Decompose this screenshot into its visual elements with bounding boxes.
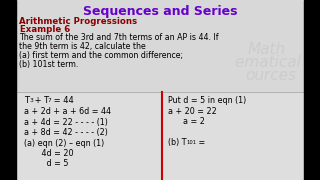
Bar bbox=[304, 0, 320, 180]
Bar bbox=[0, 0, 16, 180]
Text: d = 5: d = 5 bbox=[24, 159, 68, 168]
Text: (a) first term and the common difference;: (a) first term and the common difference… bbox=[19, 51, 183, 60]
Text: a + 8d = 42 - - - - (2): a + 8d = 42 - - - - (2) bbox=[24, 128, 108, 137]
Text: =: = bbox=[196, 138, 205, 147]
Text: 7: 7 bbox=[47, 98, 51, 103]
Text: Arithmetic Progressions: Arithmetic Progressions bbox=[19, 17, 137, 26]
Text: (b) 101st term.: (b) 101st term. bbox=[19, 60, 78, 69]
Bar bbox=[16, 0, 304, 92]
Text: = 44: = 44 bbox=[51, 96, 74, 105]
Text: (a) eqn (2) – eqn (1): (a) eqn (2) – eqn (1) bbox=[24, 138, 104, 147]
Text: a + 20 = 22: a + 20 = 22 bbox=[168, 107, 217, 116]
Text: + T: + T bbox=[33, 96, 50, 105]
Text: Math: Math bbox=[248, 42, 286, 57]
Text: (b) T: (b) T bbox=[168, 138, 187, 147]
Text: ources: ources bbox=[245, 68, 296, 83]
Bar bbox=[16, 92, 304, 180]
Text: Sequences and Series: Sequences and Series bbox=[83, 5, 237, 18]
Text: 3: 3 bbox=[29, 98, 33, 103]
Text: a = 2: a = 2 bbox=[168, 117, 205, 126]
Text: The sum of the 3rd and 7th terms of an AP is 44. If: The sum of the 3rd and 7th terms of an A… bbox=[19, 33, 219, 42]
Text: a + 4d = 22 - - - - (1): a + 4d = 22 - - - - (1) bbox=[24, 118, 108, 127]
Text: the 9th term is 42, calculate the: the 9th term is 42, calculate the bbox=[19, 42, 146, 51]
Text: a + 2d + a + 6d = 44: a + 2d + a + 6d = 44 bbox=[24, 107, 111, 116]
Text: Put d = 5 in eqn (1): Put d = 5 in eqn (1) bbox=[168, 96, 246, 105]
Text: T: T bbox=[24, 96, 29, 105]
Text: 101: 101 bbox=[187, 140, 196, 145]
Text: ematical Res: ematical Res bbox=[235, 55, 320, 70]
Text: 4d = 20: 4d = 20 bbox=[24, 149, 74, 158]
Text: Example 6: Example 6 bbox=[20, 25, 70, 34]
